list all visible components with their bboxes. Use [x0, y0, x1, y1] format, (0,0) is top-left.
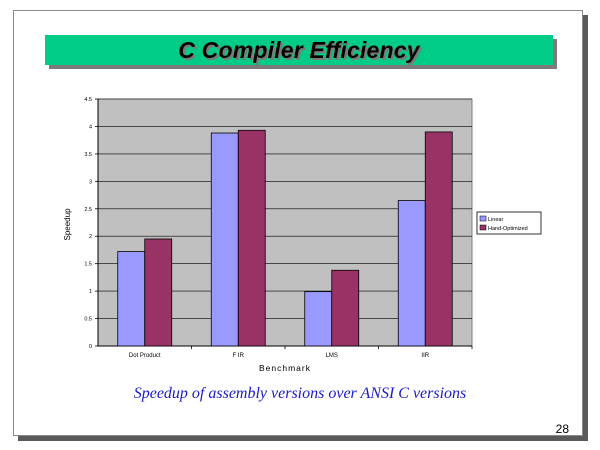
title-banner: C Compiler Efficiency — [45, 35, 553, 65]
bar — [397, 200, 426, 347]
legend-label: Hand-Optimized — [488, 226, 528, 232]
y-tick-label: 4 — [89, 124, 92, 130]
y-axis-title: Speedup — [63, 208, 72, 241]
y-tick-label: 0.5 — [84, 317, 92, 323]
slide-subtitle: Speedup of assembly versions over ANSI C… — [133, 385, 467, 402]
x-tick-label: Dot Product — [129, 353, 161, 359]
y-tick-label: 1.5 — [84, 262, 92, 268]
bar — [237, 129, 266, 347]
x-axis-title: Benchmark — [259, 363, 311, 373]
y-tick-label: 3 — [89, 179, 92, 185]
y-tick-label: 1 — [89, 289, 92, 295]
page-number: 28 — [555, 422, 569, 436]
legend-swatch — [479, 224, 487, 231]
bar — [210, 132, 239, 347]
bar — [304, 291, 333, 347]
slide-title: C Compiler Efficiency — [178, 36, 420, 63]
x-tick-label: IIR — [421, 353, 429, 359]
y-tick-label: 4.5 — [84, 97, 92, 103]
bar — [424, 131, 453, 347]
bar — [144, 238, 173, 347]
legend-swatch — [479, 215, 487, 222]
bar — [331, 269, 360, 347]
y-tick-label: 3.5 — [84, 152, 92, 158]
y-tick-label: 2 — [89, 234, 92, 240]
y-tick-label: 0 — [89, 344, 92, 350]
bar — [117, 251, 146, 347]
legend-label: Linear — [488, 217, 503, 223]
y-tick-label: 2.5 — [84, 207, 92, 213]
legend-box — [476, 211, 542, 235]
x-tick-label: LMS — [326, 353, 338, 359]
x-tick-label: F IR — [233, 353, 245, 359]
